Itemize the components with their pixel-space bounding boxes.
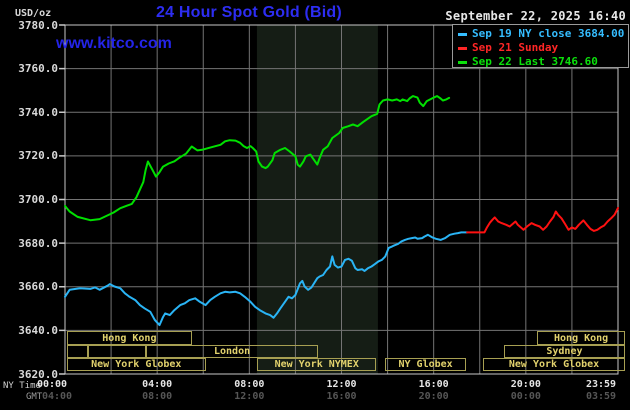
cyan-dash-icon: [458, 32, 467, 36]
datetime-label: September 22, 2025 16:40: [445, 9, 626, 23]
legend-item-sunday: Sep 21 Sunday: [458, 41, 628, 55]
legend-label: Sep 21 Sunday: [472, 41, 559, 54]
y-axis-label: 3620.0: [18, 367, 58, 381]
chart-title: 24 Hour Spot Gold (Bid): [156, 4, 342, 21]
y-axis-label: 3680.0: [18, 236, 58, 250]
x-axis-label: 12:00: [234, 391, 265, 402]
x-axis-label: 16:00: [418, 379, 449, 390]
legend-box: Sep 19 NY close 3684.00 Sep 21 Sunday Se…: [452, 24, 629, 68]
x-axis-label: 04:00: [142, 379, 173, 390]
y-axis-label: 3720.0: [18, 149, 58, 163]
x-axis-label: 08:00: [234, 379, 265, 390]
ny-time-caption: NY Time: [3, 381, 41, 391]
x-axis-label: 04:00: [41, 391, 73, 402]
y-axis-label: 3660.0: [18, 280, 58, 294]
series-line-2: [64, 95, 451, 222]
y-axis-label: 3780.0: [18, 18, 58, 32]
legend-item-prev-close: Sep 19 NY close 3684.00: [458, 27, 628, 41]
x-axis-label: 20:00: [510, 379, 541, 390]
plot-border: [64, 24, 619, 375]
y-axis-label: 3700.0: [18, 193, 58, 206]
units-label: USD/oz: [15, 8, 52, 19]
series-line-1: [466, 207, 619, 234]
y-axis-label: 3640.0: [18, 323, 58, 337]
x-axis-label: 23:59: [585, 379, 617, 390]
kitco-watermark-link[interactable]: www.kitco.com: [56, 35, 172, 52]
legend-item-last: Sep 22 Last 3746.60: [458, 55, 628, 69]
x-axis-label: 00:00: [36, 379, 68, 390]
green-dash-icon: [458, 60, 467, 64]
x-axis-label: 03:59: [585, 391, 617, 402]
gmt-caption: GMT: [26, 392, 43, 402]
y-axis-label: 3760.0: [18, 62, 58, 76]
x-axis-label: 16:00: [326, 391, 357, 402]
legend-label: Sep 22 Last 3746.60: [472, 55, 598, 68]
red-dash-icon: [458, 46, 467, 50]
series-line-0: [64, 231, 469, 327]
legend-label: Sep 19 NY close 3684.00: [472, 27, 625, 40]
x-axis-label: 12:00: [326, 379, 357, 390]
x-axis-label: 00:00: [510, 391, 541, 402]
x-axis-label: 08:00: [142, 391, 173, 402]
y-axis-label: 3740.0: [18, 105, 58, 119]
x-axis-label: 20:00: [418, 391, 449, 402]
